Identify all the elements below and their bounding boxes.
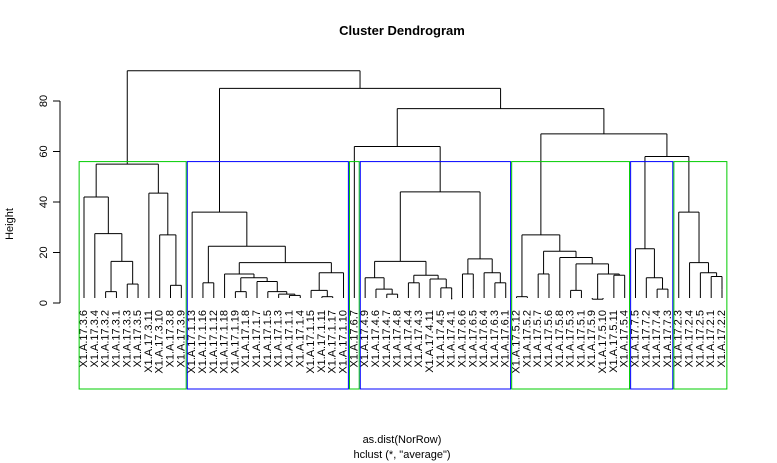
leaf-label: X1.A.17.1.13: [186, 310, 198, 374]
leaf-label: X1.A.17.5.4: [619, 310, 631, 368]
leaf-label: X1.A.17.3.1: [110, 310, 122, 368]
leaf-label: X1.A.17.3.9: [175, 310, 187, 368]
cluster-box: [186, 161, 349, 390]
y-tick-label: 40: [38, 196, 50, 208]
leaf-label: X1.A.17.1.10: [338, 310, 350, 374]
leaf-label: X1.A.17.1.5: [262, 310, 274, 368]
leaf-label: X1.A.17.3.4: [89, 310, 101, 368]
leaf-label: X1.A.17.1.4: [294, 310, 306, 368]
cluster-box: [348, 161, 360, 390]
leaf-label: X1.A.17.4.6: [370, 310, 382, 368]
leaf-label: X1.A.17.5.9: [586, 310, 598, 368]
y-tick-label: 80: [38, 95, 50, 107]
leaf-label: X1.A.17.1.16: [197, 310, 209, 374]
leaf-label: X1.A.17.4.7: [381, 310, 393, 368]
leaf-label: X1.A.17.4.8: [392, 310, 404, 368]
cluster-box: [673, 161, 728, 390]
leaf-label: X1.A.17.4.4: [402, 310, 414, 368]
leaf-label: X1.A.17.1.19: [229, 310, 241, 374]
leaf-label: X1.A.17.5.7: [532, 310, 544, 368]
y-tick-label: 60: [38, 145, 50, 157]
leaf-label: X1.A.17.1.8: [240, 310, 252, 368]
leaf-label: X1.A.17.5.3: [565, 310, 577, 368]
leaf-label: X1.A.17.6.3: [489, 310, 501, 368]
leaf-label: X1.A.17.1.12: [208, 310, 220, 374]
leaf-label: X1.A.17.1.17: [327, 310, 339, 374]
chart-subtitle: hclust (*, "average"): [353, 449, 450, 461]
cluster-box: [511, 161, 631, 390]
leaf-labels: X1.A.17.3.6X1.A.17.3.4X1.A.17.3.2X1.A.17…: [78, 310, 728, 374]
cluster-boxes: [78, 161, 728, 390]
leaf-label: X1.A.17.2.4: [684, 310, 696, 368]
leaf-label: X1.A.17.4.5: [435, 310, 447, 368]
x-axis-label: as.dist(NorRow): [363, 434, 442, 446]
leaf-label: X1.A.17.5.6: [543, 310, 555, 368]
leaf-label: X1.A.17.2.2: [716, 310, 728, 368]
dendrogram-tree: [83, 70, 723, 300]
leaf-label: X1.A.17.1.1: [283, 310, 295, 368]
leaf-label: X1.A.17.7.5: [629, 310, 641, 368]
leaf-label: X1.A.17.3.11: [143, 310, 155, 373]
leaf-label: X1.A.17.1.3: [273, 310, 285, 368]
cluster-box: [359, 161, 512, 390]
y-tick-label: 0: [38, 300, 50, 306]
leaf-label: X1.A.17.6.6: [456, 310, 468, 368]
leaf-label: X1.A.17.3.2: [100, 310, 112, 368]
leaf-label: X1.A.17.5.10: [597, 310, 609, 374]
leaf-label: X1.A.17.4.9: [359, 310, 371, 368]
cluster-box: [630, 161, 674, 390]
leaf-label: X1.A.17.5.8: [554, 310, 566, 368]
leaf-label: X1.A.17.3.6: [78, 310, 90, 368]
y-axis-label: Height: [4, 208, 16, 240]
leaf-label: X1.A.17.4.3: [413, 310, 425, 368]
leaf-label: X1.A.17.5.1: [575, 310, 587, 368]
leaf-label: X1.A.17.1.11: [316, 310, 328, 373]
leaf-label: X1.A.17.6.1: [500, 310, 512, 368]
leaf-label: X1.A.17.7.3: [662, 310, 674, 368]
y-axis: 0 20 40 60 80: [38, 95, 61, 306]
leaf-label: X1.A.17.1.18: [219, 310, 231, 374]
leaf-label: X1.A.17.3.5: [132, 310, 144, 368]
leaf-label: X1.A.17.5.11: [608, 310, 620, 373]
leaf-label: X1.A.17.4.1: [446, 310, 458, 368]
leaf-label: X1.A.17.2.3: [673, 310, 685, 368]
leaf-label: X1.A.17.4.11: [424, 310, 436, 373]
chart-title: Cluster Dendrogram: [339, 23, 465, 38]
leaf-label: X1.A.17.2.1: [705, 310, 717, 368]
leaf-label: X1.A.17.7.4: [651, 310, 663, 368]
leaf-label: X1.A.17.3.3: [121, 310, 133, 368]
leaf-label: X1.A.17.2.5: [694, 310, 706, 368]
leaf-label: X1.A.17.6.7: [348, 310, 360, 368]
leaf-label: X1.A.17.6.5: [467, 310, 479, 368]
cluster-box: [78, 161, 187, 390]
leaf-label: X1.A.17.5.2: [521, 310, 533, 368]
leaf-label: X1.A.17.3.8: [165, 310, 177, 368]
y-tick-label: 20: [38, 246, 50, 258]
leaf-label: X1.A.17.6.4: [478, 310, 490, 368]
leaf-label: X1.A.17.1.7: [251, 310, 263, 368]
leaf-label: X1.A.17.1.15: [305, 310, 317, 374]
leaf-label: X1.A.17.3.10: [154, 310, 166, 374]
leaf-label: X1.A.17.7.2: [640, 310, 652, 368]
leaf-label: X1.A.17.5.12: [511, 310, 523, 374]
